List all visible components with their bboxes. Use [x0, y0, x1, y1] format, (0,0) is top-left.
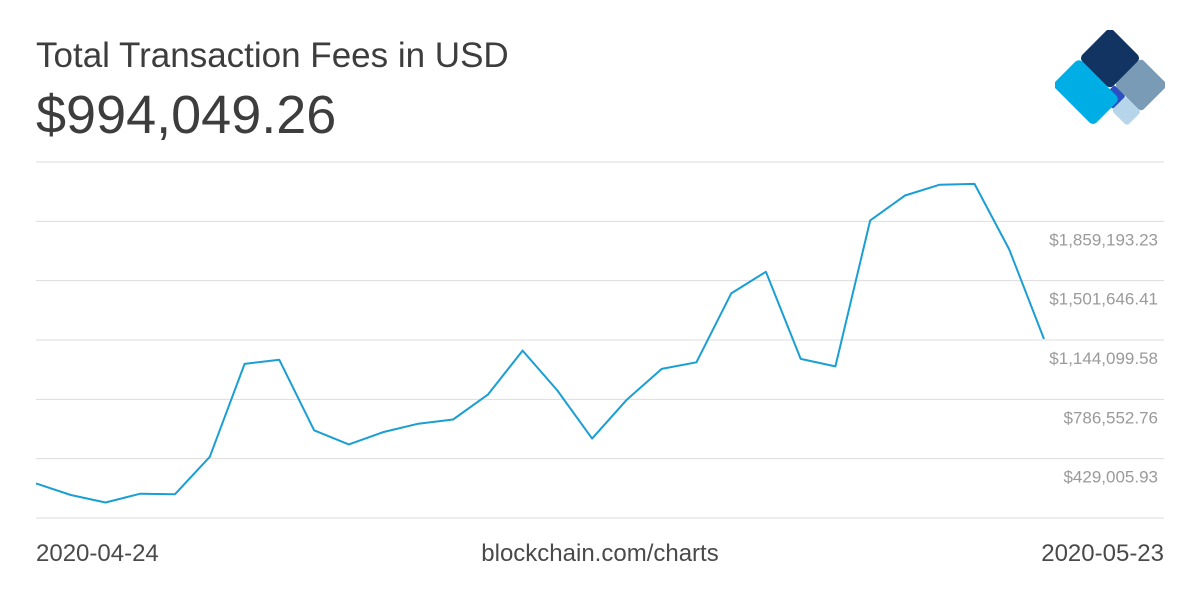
data-point — [763, 269, 769, 275]
blockchain-logo — [1055, 30, 1165, 125]
data-point — [693, 359, 699, 365]
current-value: $994,049.26 — [36, 85, 337, 145]
chart-title: Total Transaction Fees in USD — [36, 36, 509, 75]
data-point — [937, 182, 943, 188]
data-point — [346, 441, 352, 447]
data-point — [659, 366, 665, 372]
y-tick-label: $429,005.93 — [1063, 468, 1158, 487]
data-point — [381, 429, 387, 435]
logo-tile-bottom — [1055, 60, 1118, 124]
data-point — [450, 417, 456, 423]
data-point — [207, 454, 213, 460]
data-point — [902, 192, 908, 198]
data-point — [311, 427, 317, 433]
data-point — [1041, 336, 1047, 342]
logo-tile-far-right — [1112, 97, 1140, 125]
data-point — [971, 181, 977, 187]
data-point — [68, 492, 74, 498]
data-point — [798, 356, 804, 362]
data-point — [728, 290, 734, 296]
logo-tile-top — [1115, 59, 1165, 111]
data-point — [172, 491, 178, 497]
series-line — [35, 182, 1045, 504]
source-label: blockchain.com/charts — [481, 540, 719, 567]
data-point — [1006, 246, 1012, 252]
data-point — [624, 397, 630, 403]
y-tick-label: $1,501,646.41 — [1049, 290, 1158, 309]
data-point — [485, 392, 491, 398]
y-tick-label: $1,859,193.23 — [1049, 230, 1158, 249]
logo-tile-left — [1080, 30, 1140, 88]
data-point — [276, 357, 282, 363]
data-point — [137, 491, 143, 497]
data-point — [415, 421, 421, 427]
data-point — [867, 217, 873, 223]
end-date-label: 2020-05-23 — [1041, 540, 1164, 567]
data-point — [554, 387, 560, 393]
data-point — [242, 361, 248, 367]
y-tick-label: $1,144,099.58 — [1049, 349, 1158, 368]
y-tick-label: $786,552.76 — [1063, 408, 1158, 427]
data-point — [103, 499, 109, 505]
data-point — [832, 363, 838, 369]
data-point — [33, 480, 39, 486]
start-date-label: 2020-04-24 — [36, 540, 159, 567]
data-point — [589, 436, 595, 442]
data-point — [520, 348, 526, 354]
